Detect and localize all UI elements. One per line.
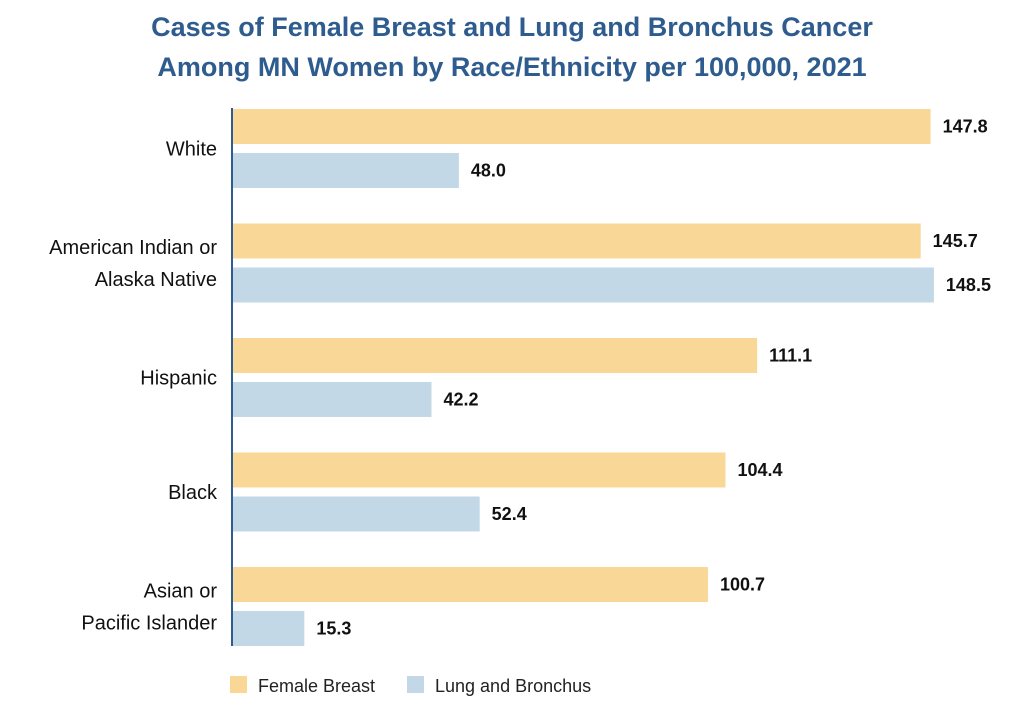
category-label: Black xyxy=(168,482,218,504)
category-label: Pacific Islander xyxy=(81,613,217,635)
bar-lung-and-bronchus-2 xyxy=(232,382,432,417)
chart-title-line-2: Among MN Women by Race/Ethnicity per 100… xyxy=(157,52,866,82)
legend-label-female-breast: Female Breast xyxy=(258,676,375,696)
legend-swatch-female-breast xyxy=(230,676,247,693)
bar-female-breast-1 xyxy=(232,223,921,259)
legend-label-lung-and-bronchus: Lung and Bronchus xyxy=(435,676,591,696)
legend: Female Breast Lung and Bronchus xyxy=(230,676,591,696)
value-label: 111.1 xyxy=(769,346,812,366)
chart-title: Cases of Female Breast and Lung and Bron… xyxy=(151,12,873,82)
bar-lung-and-bronchus-4 xyxy=(232,611,305,646)
value-label: 147.8 xyxy=(943,117,988,137)
value-label: 145.7 xyxy=(933,231,978,251)
bar-female-breast-4 xyxy=(232,567,708,602)
bar-lung-and-bronchus-1 xyxy=(232,267,934,303)
value-label: 148.5 xyxy=(946,275,991,295)
category-label: American Indian or xyxy=(49,237,217,259)
category-label: Hispanic xyxy=(140,368,217,390)
value-label: 100.7 xyxy=(720,575,765,595)
category-label: Asian or xyxy=(144,581,218,603)
category-label: Alaska Native xyxy=(95,269,217,291)
bar-female-breast-3 xyxy=(232,452,726,488)
value-label: 52.4 xyxy=(492,504,527,524)
plot-area: 147.8 48.0 White 145.7 148.5 American Indian … xyxy=(49,108,991,646)
bar-female-breast-2 xyxy=(232,338,758,373)
bar-lung-and-bronchus-0 xyxy=(232,153,459,188)
value-label: 42.2 xyxy=(443,390,478,410)
value-label: 48.0 xyxy=(471,161,506,181)
value-label: 15.3 xyxy=(316,619,351,639)
category-label: White xyxy=(166,139,217,161)
bar-female-breast-0 xyxy=(232,109,931,144)
value-label: 104.4 xyxy=(737,460,782,480)
chart-title-line-1: Cases of Female Breast and Lung and Bron… xyxy=(151,12,873,42)
legend-swatch-lung-and-bronchus xyxy=(407,676,424,693)
bar-lung-and-bronchus-3 xyxy=(232,496,480,532)
